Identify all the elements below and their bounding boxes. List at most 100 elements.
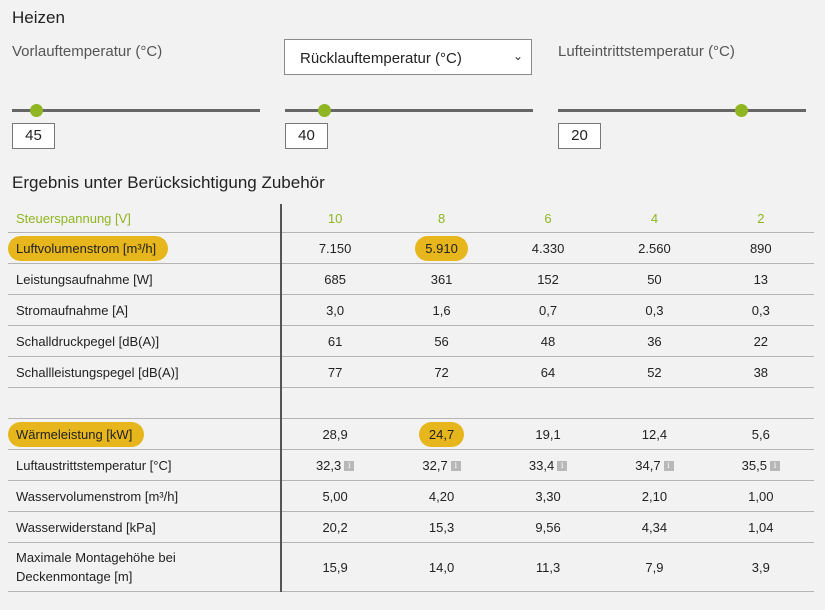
table-cell: 1,6 [388, 294, 495, 326]
table-cell: 35,5 [741, 457, 767, 473]
highlighted-cell: 24,7 [418, 421, 465, 447]
table-cell: 15,3 [388, 511, 495, 543]
table-cell: 72 [388, 356, 495, 388]
chevron-down-icon: ⌄ [512, 49, 523, 63]
return-temperature-select-text: Rücklauftemperatur (°C) [300, 50, 462, 67]
table-cell: 3,0 [280, 294, 389, 326]
row-label-water-volume-flow: Wasservolumenstrom [m³/h] [8, 480, 282, 512]
table-cell: 34,7 [635, 457, 661, 473]
table-cell: 56 [388, 325, 495, 357]
row-label-sound-power: Schallleistungspegel [dB(A)] [8, 356, 282, 388]
row-label-air-volume-flow: Luftvolumenstrom [m³/h] [8, 235, 169, 261]
table-cell: 7,9 [601, 542, 708, 592]
control-voltage-label: Steuerspannung [V] [8, 204, 282, 233]
table-cell: 1,04 [707, 511, 814, 543]
table-cell: 4,20 [388, 480, 495, 512]
table-cell: 3,30 [494, 480, 602, 512]
info-icon[interactable]: i [557, 461, 568, 472]
table-cell: 20,2 [280, 511, 389, 543]
table-cell: 7.150 [280, 232, 389, 264]
table-row: Schallleistungspegel [dB(A)] 77 72 64 52… [8, 356, 814, 388]
row-label-current-draw: Stromaufnahme [A] [8, 294, 282, 326]
table-row: Schalldruckpegel [dB(A)] 61 56 48 36 22 [8, 325, 814, 357]
table-cell: 0,7 [494, 294, 602, 326]
table-cell: 19,1 [494, 418, 602, 450]
return-temperature-slider-track[interactable] [285, 109, 533, 112]
table-cell: 2,10 [601, 480, 708, 512]
result-title: Ergebnis unter Berücksichtigung Zubehör [12, 173, 325, 192]
table-row: Luftaustrittstemperatur [°C] 32,3 i 32,7 i… [8, 449, 814, 481]
row-label-power-consumption: Leistungsaufnahme [W] [8, 263, 282, 295]
table-cell: 11,3 [494, 542, 602, 592]
table-cell: 12,4 [601, 418, 708, 450]
voltage-value: 4 [601, 204, 708, 233]
table-cell: 0,3 [601, 294, 708, 326]
flow-temperature-input[interactable]: 45 [12, 123, 55, 149]
table-cell: 685 [280, 263, 389, 295]
table-cell: 32,7 [422, 457, 448, 473]
row-label-max-mounting-height: Maximale Montagehöhe bei Deckenmontage [… [8, 542, 282, 592]
return-temperature-select[interactable]: Rücklauftemperatur (°C) ⌄ [284, 39, 532, 75]
table-header-row: Steuerspannung [V] 10 8 6 4 2 [8, 204, 814, 233]
air-inlet-temperature-label: Lufteintrittstemperatur (°C) [558, 43, 735, 60]
table-cell: 1,00 [707, 480, 814, 512]
flow-temperature-label: Vorlauftemperatur (°C) [12, 43, 163, 60]
table-cell: 13 [707, 263, 814, 295]
table-cell: 36 [601, 325, 708, 357]
table-cell: 61 [280, 325, 389, 357]
results-table: Steuerspannung [V] 10 8 6 4 2 Luftvolume… [8, 204, 814, 592]
info-icon[interactable]: i [344, 461, 355, 472]
table-row: Leistungsaufnahme [W] 685 361 152 50 13 [8, 263, 814, 295]
table-cell: 0,3 [707, 294, 814, 326]
table-cell: 14,0 [388, 542, 495, 592]
table-cell: 52 [601, 356, 708, 388]
row-label-line-1: Maximale Montagehöhe bei [16, 550, 176, 565]
info-icon[interactable]: i [769, 461, 780, 472]
table-cell: 2.560 [601, 232, 708, 264]
info-icon[interactable]: i [450, 461, 461, 472]
flow-temperature-slider-track[interactable] [12, 109, 260, 112]
table-row: Maximale Montagehöhe bei Deckenmontage [… [8, 542, 814, 592]
highlighted-cell: 5.910 [415, 235, 468, 261]
table-cell: 5,00 [280, 480, 389, 512]
air-inlet-temperature-input[interactable]: 20 [558, 123, 601, 149]
row-label-water-resistance: Wasserwiderstand [kPa] [8, 511, 282, 543]
table-cell: 48 [494, 325, 602, 357]
table-cell: 4.330 [494, 232, 602, 264]
table-cell: 9,56 [494, 511, 602, 543]
row-label-line-2: Deckenmontage [m] [16, 569, 133, 584]
table-cell: 890 [707, 232, 814, 264]
table-cell: 32,3 [315, 457, 342, 473]
table-cell: 152 [494, 263, 602, 295]
section-title-heizen: Heizen [12, 8, 65, 27]
air-inlet-temperature-slider-track[interactable] [558, 109, 806, 112]
row-label-heat-output: Wärmeleistung [kW] [8, 421, 145, 447]
row-label-sound-pressure: Schalldruckpegel [dB(A)] [8, 325, 282, 357]
table-cell: 4,34 [601, 511, 708, 543]
return-temperature-input[interactable]: 40 [285, 123, 328, 149]
row-label-air-outlet-temperature: Luftaustrittstemperatur [°C] [8, 449, 282, 481]
voltage-value: 6 [494, 204, 602, 233]
voltage-value: 8 [388, 204, 495, 233]
voltage-value: 10 [280, 204, 389, 233]
voltage-value: 2 [707, 204, 814, 233]
table-cell: 50 [601, 263, 708, 295]
table-spacer-row [8, 387, 814, 419]
table-cell: 28,9 [280, 418, 389, 450]
air-inlet-temperature-slider-thumb[interactable] [735, 104, 749, 117]
table-row: Wasserwiderstand [kPa] 20,2 15,3 9,56 4,… [8, 511, 814, 543]
table-cell: 361 [388, 263, 495, 295]
table-cell: 38 [707, 356, 814, 388]
info-icon[interactable]: i [663, 461, 674, 472]
table-cell: 5,6 [707, 418, 814, 450]
table-row: Wasservolumenstrom [m³/h] 5,00 4,20 3,30… [8, 480, 814, 512]
table-row: Luftvolumenstrom [m³/h] 7.150 5.910 4.33… [8, 232, 814, 264]
table-row: Wärmeleistung [kW] 28,9 24,7 19,1 12,4 5… [8, 418, 814, 450]
table-cell: 33,4 [528, 457, 555, 473]
table-cell: 22 [707, 325, 814, 357]
table-cell: 15,9 [280, 542, 389, 592]
return-temperature-slider-thumb[interactable] [318, 104, 332, 117]
table-cell: 64 [494, 356, 602, 388]
flow-temperature-slider-thumb[interactable] [30, 104, 44, 117]
table-cell: 77 [280, 356, 389, 388]
